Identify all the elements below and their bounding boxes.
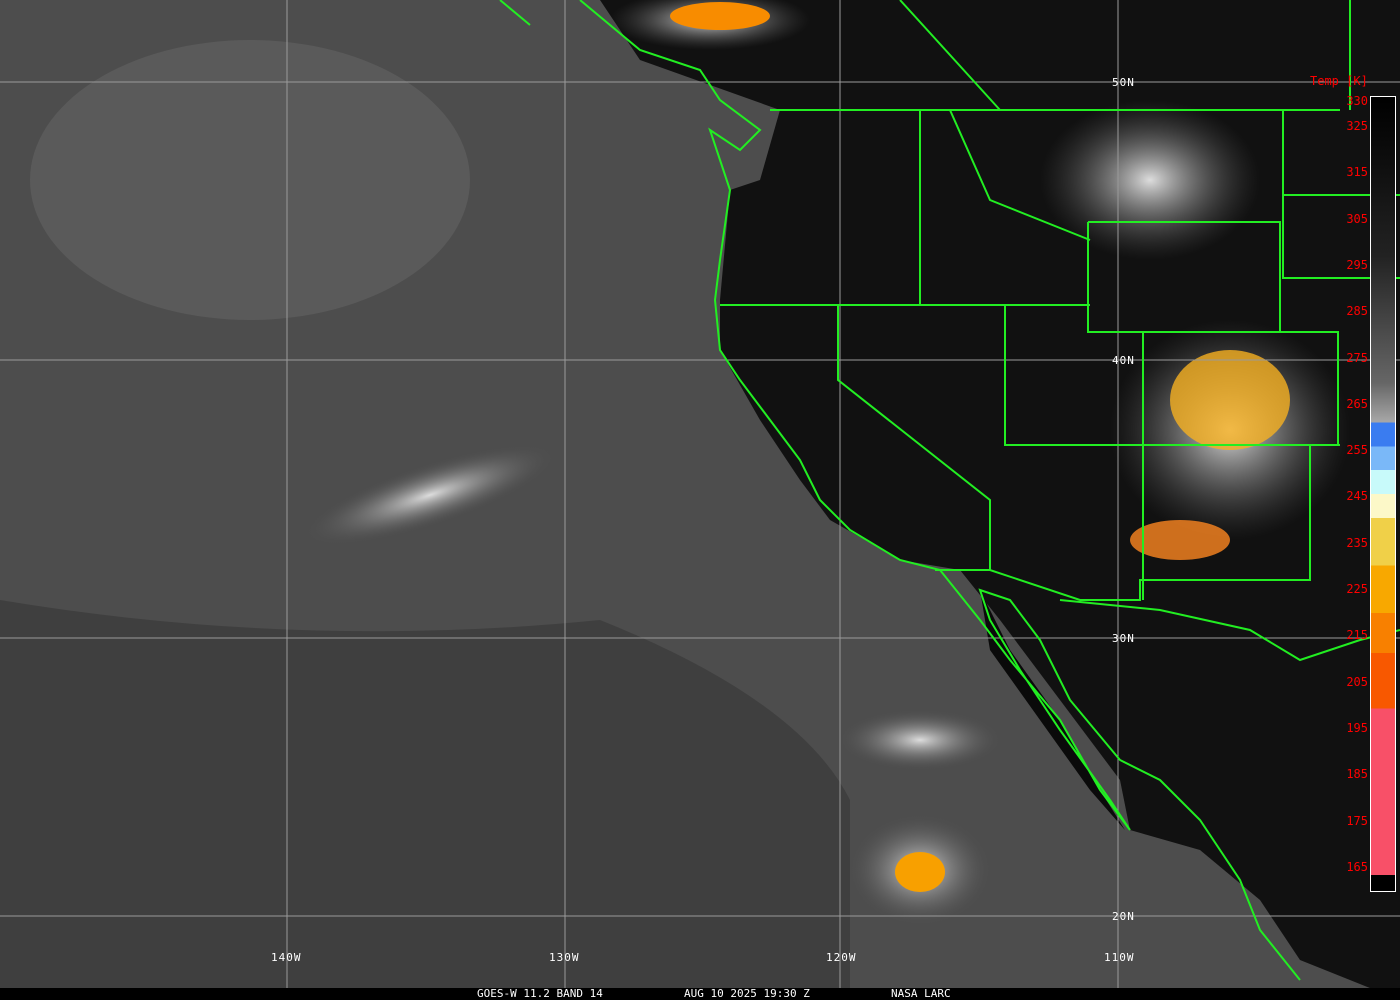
colorbar-tick-label: 325 (1346, 119, 1368, 133)
colorbar-tick-label: 215 (1346, 628, 1368, 643)
colorbar-tick-label: 275 (1346, 350, 1368, 365)
datetime-label: AUG 10 2025 19:30 Z (684, 987, 810, 1000)
colorbar-tick-label: 225 (1346, 582, 1368, 596)
colorbar-tick-label: 245 (1346, 489, 1368, 504)
cloud-cold-top (1170, 350, 1290, 450)
cloud (306, 445, 554, 545)
cloud-cold-top (1130, 520, 1230, 560)
colorbar-tick-label: 195 (1346, 720, 1368, 735)
cloud-cold-top (670, 2, 770, 30)
lat-label-40n: 40N (1112, 354, 1135, 367)
colorbar-tick-label: 295 (1346, 257, 1368, 272)
colorbar-tick-label: 185 (1346, 767, 1368, 782)
colorbar (1370, 96, 1396, 892)
colorbar-tick-label: 235 (1346, 535, 1368, 550)
hurricane-core (895, 852, 945, 892)
lat-label-50n: 50N (1112, 76, 1135, 89)
colorbar-tick-label: 165 (1346, 859, 1368, 874)
colorbar-tick-label: 330 (1346, 94, 1368, 108)
lon-label-130w: 130W (549, 951, 580, 964)
ocean-dark-band (0, 600, 850, 1000)
cloud (1040, 100, 1260, 260)
footer-bar: GOES-W 11.2 BAND 14 AUG 10 2025 19:30 Z … (0, 988, 1400, 1000)
colorbar-title: Temp [K] (1310, 74, 1368, 88)
ocean-haze (30, 40, 470, 320)
product-label: GOES-W 11.2 BAND 14 (477, 987, 603, 1000)
lon-label-110w: 110W (1104, 951, 1135, 964)
colorbar-tick-label: 205 (1346, 674, 1368, 689)
borders (499, 0, 1400, 981)
lon-label-140w: 140W (271, 951, 302, 964)
lat-label-20n: 20N (1112, 910, 1135, 923)
lat-label-30n: 30N (1112, 632, 1135, 645)
colorbar-tick-label: 265 (1346, 396, 1368, 411)
credit-label: NASA LARC (891, 987, 951, 1000)
colorbar-tick-label: 255 (1346, 443, 1368, 458)
colorbar-tick-label: 315 (1346, 165, 1368, 180)
lon-label-120w: 120W (826, 951, 857, 964)
colorbar-tick-label: 175 (1346, 813, 1368, 828)
colorbar-tick-label: 285 (1346, 304, 1368, 319)
colorbar-tick-label: 305 (1346, 211, 1368, 226)
cloud (840, 710, 1000, 770)
